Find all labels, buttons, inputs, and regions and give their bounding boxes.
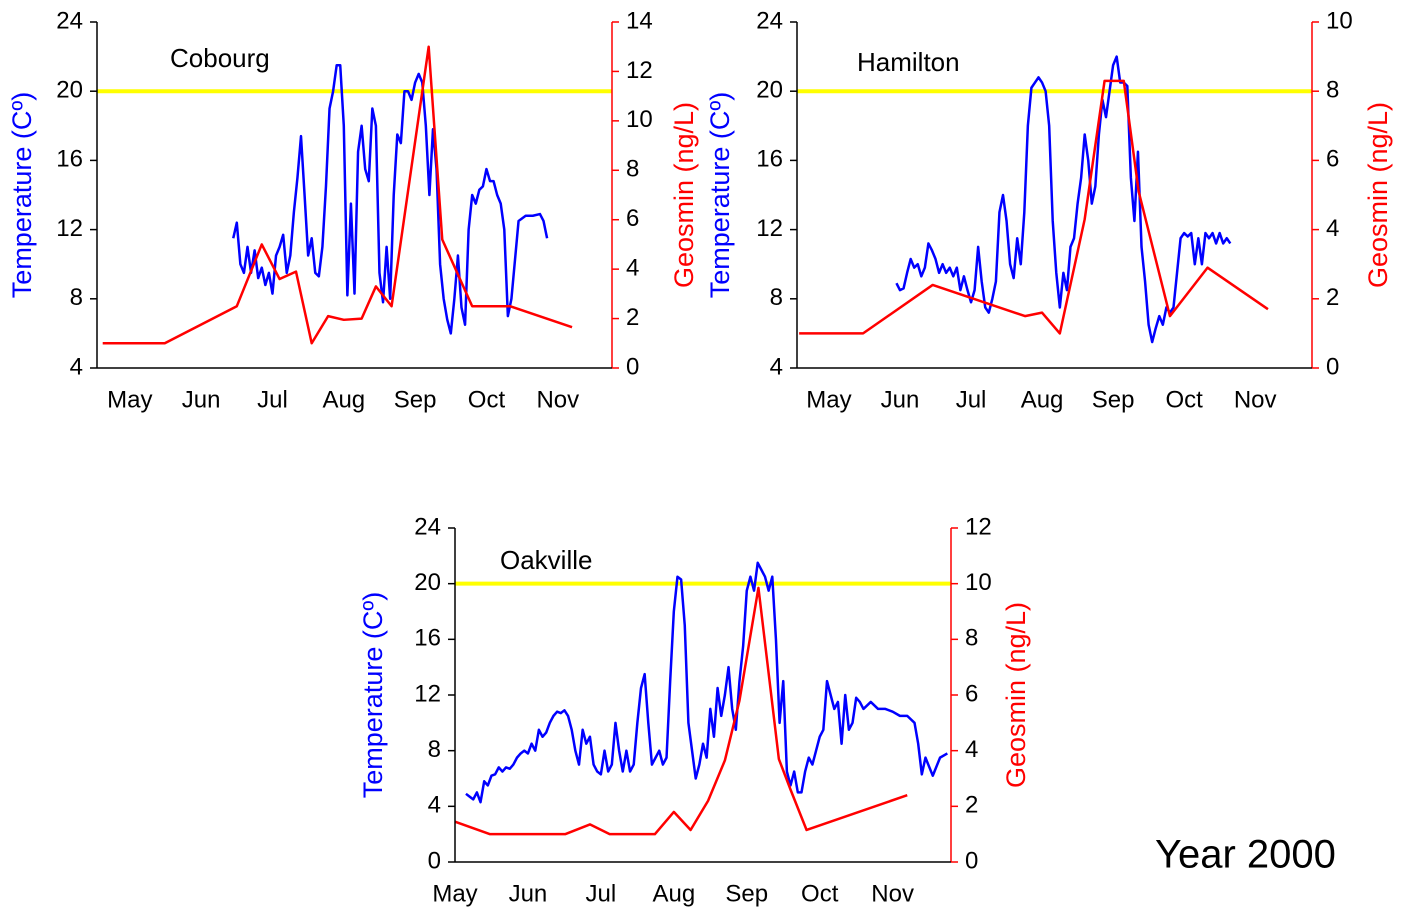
- y-tick-label: 24: [56, 7, 83, 34]
- y2-tick-label: 6: [626, 205, 639, 232]
- x-tick-label: Sep: [1092, 386, 1135, 413]
- x-tick-label: May: [432, 880, 477, 907]
- x-tick-label: Oct: [468, 386, 506, 413]
- data-line: [799, 79, 1269, 335]
- x-tick-label: Jul: [956, 386, 987, 413]
- data-line: [232, 64, 549, 335]
- x-tick-label: Nov: [871, 880, 914, 907]
- y-tick-label: 24: [414, 513, 441, 540]
- y2-tick-label: 10: [1326, 7, 1353, 34]
- y2-tick-label: 12: [626, 57, 653, 84]
- x-tick-label: Oct: [1165, 386, 1203, 413]
- x-tick-label: Aug: [652, 880, 695, 907]
- y2-tick-label: 0: [626, 353, 639, 380]
- x-tick-label: Jul: [257, 386, 288, 413]
- y-tick-label: 8: [770, 284, 783, 311]
- y-tick-label: 12: [756, 215, 783, 242]
- x-tick-label: Oct: [801, 880, 839, 907]
- x-tick-label: Jun: [509, 880, 548, 907]
- y2-tick-label: 8: [626, 156, 639, 183]
- y-axis-label: Temperature (Cº): [705, 92, 735, 298]
- y2-tick-label: 0: [965, 847, 978, 874]
- y-tick-label: 24: [756, 7, 783, 34]
- y-tick-label: 0: [428, 847, 441, 874]
- x-tick-label: Jun: [182, 386, 221, 413]
- y-tick-label: 4: [770, 353, 783, 380]
- y2-tick-label: 2: [1326, 284, 1339, 311]
- x-tick-label: Aug: [1021, 386, 1064, 413]
- y-axis-label: Temperature (Cº): [358, 592, 388, 798]
- y-tick-label: 12: [414, 680, 441, 707]
- y-tick-label: 4: [70, 353, 83, 380]
- y2-tick-label: 6: [1326, 146, 1339, 173]
- x-tick-label: Sep: [725, 880, 768, 907]
- y2-tick-label: 0: [1326, 353, 1339, 380]
- y2-tick-label: 12: [965, 513, 992, 540]
- y2-axis-label: Geosmin (ng/L): [1001, 602, 1031, 788]
- y-tick-label: 16: [756, 146, 783, 173]
- y-tick-label: 20: [56, 77, 83, 104]
- y-tick-label: 20: [414, 569, 441, 596]
- y2-tick-label: 4: [965, 736, 978, 763]
- y2-tick-label: 8: [965, 625, 978, 652]
- x-tick-label: Jun: [881, 386, 920, 413]
- y-tick-label: 4: [428, 792, 441, 819]
- y2-tick-label: 10: [626, 106, 653, 133]
- y2-tick-label: 6: [965, 680, 978, 707]
- x-tick-label: May: [806, 386, 851, 413]
- y2-tick-label: 4: [1326, 215, 1339, 242]
- y-tick-label: 20: [756, 77, 783, 104]
- data-line: [102, 45, 573, 345]
- data-line: [465, 561, 948, 804]
- chart-title: Hamilton: [857, 47, 960, 77]
- y-tick-label: 16: [414, 625, 441, 652]
- y2-tick-label: 8: [1326, 77, 1339, 104]
- y2-axis-label: Geosmin (ng/L): [1363, 102, 1393, 288]
- x-tick-label: May: [107, 386, 152, 413]
- y-tick-label: 8: [428, 736, 441, 763]
- chart-title: Cobourg: [170, 43, 270, 73]
- x-tick-label: Jul: [586, 880, 617, 907]
- x-tick-label: Nov: [1234, 386, 1277, 413]
- y2-axis-label: Geosmin (ng/L): [669, 102, 699, 288]
- y-axis-label: Temperature (Cº): [7, 92, 37, 298]
- y-tick-label: 12: [56, 215, 83, 242]
- y2-tick-label: 14: [626, 7, 653, 34]
- figure-label: Year 2000: [1155, 833, 1336, 877]
- x-tick-label: Aug: [322, 386, 365, 413]
- data-line: [454, 586, 908, 836]
- y-tick-label: 8: [70, 284, 83, 311]
- chart-title: Oakville: [500, 545, 592, 575]
- data-line: [895, 55, 1232, 344]
- y2-tick-label: 2: [965, 792, 978, 819]
- y2-tick-label: 2: [626, 304, 639, 331]
- y-tick-label: 16: [56, 146, 83, 173]
- x-tick-label: Sep: [394, 386, 437, 413]
- y2-tick-label: 10: [965, 569, 992, 596]
- x-tick-label: Nov: [536, 386, 579, 413]
- y2-tick-label: 4: [626, 254, 639, 281]
